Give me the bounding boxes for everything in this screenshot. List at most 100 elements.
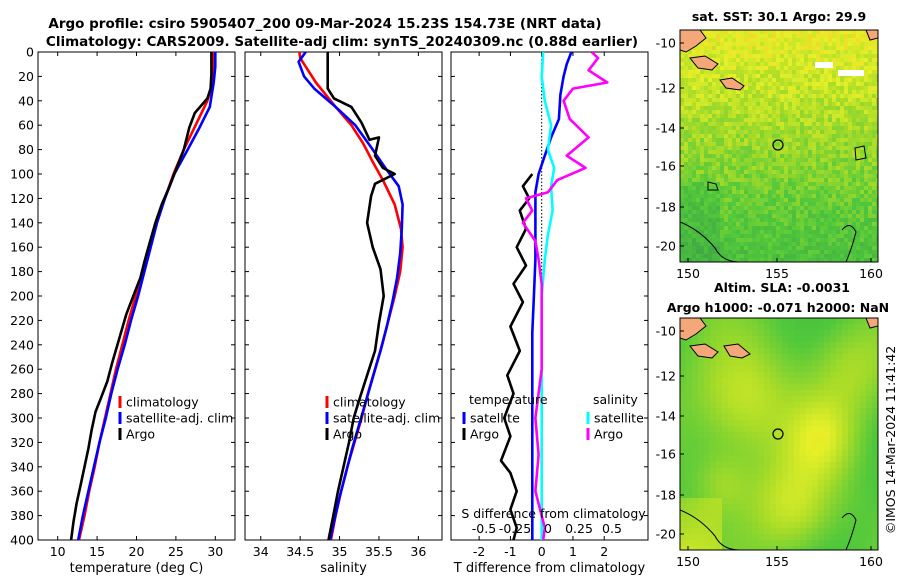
sst-cell (768, 66, 772, 70)
sst-cell (680, 150, 684, 154)
sla-cell (842, 462, 848, 468)
sst-cell (696, 258, 700, 262)
sst-cell (804, 58, 808, 62)
sla-cell (800, 372, 806, 378)
sst-cell (792, 190, 796, 194)
sst-cell (708, 230, 712, 234)
sla-cell (836, 366, 842, 372)
sla-cell (800, 456, 806, 462)
sst-cell (768, 50, 772, 54)
sst-cell (820, 126, 824, 130)
sla-cell (800, 378, 806, 384)
sst-cell (716, 86, 720, 90)
sst-cell (728, 250, 732, 254)
sst-cell (844, 98, 848, 102)
sst-cell (852, 146, 856, 150)
sst-cell (864, 138, 868, 142)
sla-cell (710, 450, 716, 456)
sst-cell (764, 94, 768, 98)
sst-cell (840, 130, 844, 134)
sst-cell (796, 146, 800, 150)
sst-cell (836, 186, 840, 190)
sla-cell (848, 486, 854, 492)
sla-cell (854, 426, 860, 432)
sla-cell (740, 456, 746, 462)
sst-cell (872, 162, 876, 166)
sst-cell (868, 210, 872, 214)
sla-cell (806, 372, 812, 378)
sst-cell (728, 190, 732, 194)
sla-cell (692, 438, 698, 444)
sst-cell (828, 230, 832, 234)
sst-cell (764, 170, 768, 174)
sst-cell (856, 78, 860, 82)
sst-cell (720, 30, 724, 34)
sla-cell (686, 534, 692, 540)
sst-cell (832, 230, 836, 234)
sla-cell (842, 366, 848, 372)
sla-cell (680, 540, 686, 546)
sla-cell (830, 456, 836, 462)
sst-cell (768, 114, 772, 118)
sst-cell (704, 70, 708, 74)
sst-cell (796, 194, 800, 198)
sst-cell (736, 146, 740, 150)
sst-cell (692, 234, 696, 238)
sst-cell (760, 86, 764, 90)
sla-cell (758, 414, 764, 420)
sla-cell (704, 510, 710, 516)
sla-cell (842, 372, 848, 378)
sla-cell (734, 528, 740, 534)
sst-cell (816, 178, 820, 182)
sst-cell (792, 238, 796, 242)
sst-cell (808, 238, 812, 242)
sst-cell (816, 158, 820, 162)
sla-cell (788, 504, 794, 510)
sla-cell (758, 450, 764, 456)
sst-cell (704, 154, 708, 158)
sst-cell (812, 114, 816, 118)
sla-cell (746, 384, 752, 390)
sst-cell (692, 230, 696, 234)
sst-cell (680, 154, 684, 158)
sst-cell (792, 154, 796, 158)
sst-cell (756, 202, 760, 206)
sst-cell (808, 62, 812, 66)
sla-cell (788, 432, 794, 438)
sst-cell (712, 178, 716, 182)
sla-cell (728, 540, 734, 546)
sst-cell (684, 206, 688, 210)
sla-cell (758, 342, 764, 348)
sst-cell (736, 238, 740, 242)
sst-cell (776, 38, 780, 42)
sst-cell (700, 102, 704, 106)
sst-cell (700, 214, 704, 218)
sst-cell (872, 58, 876, 62)
sst-cell (828, 242, 832, 246)
sst-cell (680, 70, 684, 74)
sst-cell (700, 78, 704, 82)
sla-cell (854, 486, 860, 492)
sla-cell (782, 324, 788, 330)
sst-cell (740, 114, 744, 118)
sla-cell (812, 492, 818, 498)
sst-cell (876, 50, 878, 54)
sst-cell (812, 174, 816, 178)
sst-cell (804, 158, 808, 162)
sla-cell (872, 336, 878, 342)
sla-cell (854, 432, 860, 438)
sst-cell (808, 174, 812, 178)
sla-cell (716, 372, 722, 378)
sla-cell (824, 456, 830, 462)
sla-cell (686, 432, 692, 438)
sla-cell (788, 516, 794, 522)
sst-cell (692, 150, 696, 154)
sst-cell (788, 34, 792, 38)
sst-cell (872, 42, 876, 46)
sst-cell (696, 174, 700, 178)
sst-cell (756, 234, 760, 238)
sst-cell (872, 214, 876, 218)
sst-cell (824, 166, 828, 170)
sla-cell (776, 468, 782, 474)
sst-cell (736, 90, 740, 94)
